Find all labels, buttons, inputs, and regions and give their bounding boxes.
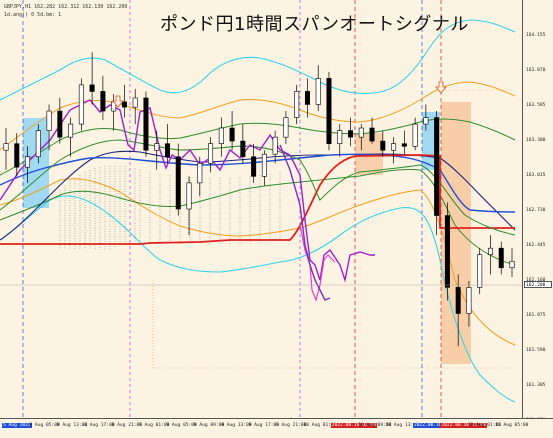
- candle-body[interactable]: [197, 162, 203, 184]
- candle-body[interactable]: [164, 143, 170, 158]
- candle-body[interactable]: [391, 143, 397, 151]
- candle-body[interactable]: [100, 91, 106, 112]
- candle-body[interactable]: [272, 136, 278, 155]
- down-arrow-icon: [112, 95, 124, 108]
- time-marker-label: 2022.08.10 15:00: [413, 423, 460, 428]
- candle-body[interactable]: [466, 287, 472, 314]
- time-tick-label: 9 Aug 21:00: [276, 423, 307, 428]
- price-tick-label: 161.305: [526, 383, 546, 388]
- candle-body[interactable]: [412, 123, 418, 147]
- symbol-info: GBPJPY,H1 162.282 162.312 162.130 162.20…: [4, 4, 128, 10]
- time-tick-label: 8 Aug 17:00: [84, 423, 115, 428]
- price-axis[interactable]: 164.155 163.870 163.585 163.300 163.015 162.7…: [522, 0, 553, 423]
- time-tick-label: 9 Aug 13:00: [221, 423, 252, 428]
- candle-body[interactable]: [509, 260, 515, 269]
- time-tick-label: 9 Aug 05:00: [166, 423, 197, 428]
- price-tick-label: 163.300: [526, 138, 546, 143]
- time-tick-label: 9 Aug 01:00: [139, 423, 170, 428]
- time-tick-label: 8 Aug 13:00: [56, 423, 88, 428]
- candle-body[interactable]: [68, 123, 74, 138]
- candle-body[interactable]: [251, 156, 257, 177]
- candle-body[interactable]: [46, 110, 52, 131]
- candle-body[interactable]: [304, 91, 310, 105]
- chart-title: ポンド円1時間スパンオートシグナル: [160, 14, 469, 35]
- candle-body[interactable]: [121, 101, 127, 108]
- candle-body[interactable]: [294, 91, 300, 118]
- time-axis[interactable]: 5 Aug 2022 8 Aug 05:00 8 Aug 13:00 8 Aug 17…: [0, 418, 553, 438]
- outer-band-upper: [0, 19, 516, 101]
- candle-body[interactable]: [218, 127, 224, 144]
- time-marker-label: 5 Aug 2022: [2, 423, 32, 428]
- price-tick-label: 161.590: [526, 348, 546, 353]
- candle-body[interactable]: [154, 143, 160, 151]
- candle-body[interactable]: [57, 110, 63, 138]
- candle-body[interactable]: [132, 97, 138, 108]
- time-tick-label: 8 Aug 05:00: [29, 423, 60, 428]
- candle-body[interactable]: [3, 143, 9, 151]
- candle-body[interactable]: [89, 84, 95, 92]
- price-tick-label: 162.160: [526, 278, 545, 283]
- ma-blue-line: [0, 153, 516, 213]
- time-tick-label: 9 Aug 09:00: [193, 423, 225, 428]
- candle-body[interactable]: [477, 254, 483, 288]
- oscillator-line-2: [299, 224, 336, 302]
- candle-body[interactable]: [455, 287, 461, 314]
- price-tick-label: 162.445: [526, 243, 546, 248]
- time-tick-label: 11 Aug 01:00: [467, 423, 501, 428]
- down-arrow-icon: [435, 81, 447, 94]
- candles[interactable]: [3, 52, 515, 347]
- candle-body[interactable]: [186, 182, 192, 210]
- candle-body[interactable]: [208, 143, 214, 164]
- price-tick-label: 161.875: [526, 313, 546, 318]
- price-tick-label: 163.015: [526, 173, 546, 178]
- price-tick-label: 163.870: [526, 68, 546, 73]
- candle-body[interactable]: [315, 78, 321, 105]
- candle-body[interactable]: [283, 117, 289, 138]
- indicator-info: 1d.ang() 0 5d.bm: 1: [4, 12, 62, 18]
- price-tick-label: 163.585: [526, 103, 546, 108]
- hatch-region: [59, 166, 281, 250]
- time-tick-label: 10 Aug 13:00: [385, 423, 419, 428]
- candle-body[interactable]: [175, 156, 181, 210]
- candle-body[interactable]: [143, 97, 149, 151]
- candle-body[interactable]: [78, 84, 84, 125]
- candle-body[interactable]: [326, 78, 332, 144]
- candle-body[interactable]: [35, 130, 41, 158]
- candle-body[interactable]: [25, 156, 31, 168]
- candle-body[interactable]: [261, 153, 267, 177]
- time-marker-label: 2022.08.10 02:00: [330, 423, 378, 428]
- candle-body[interactable]: [444, 215, 450, 288]
- candle-body[interactable]: [229, 127, 235, 142]
- time-tick-label: 9 Aug 17:00: [248, 423, 280, 428]
- time-marker-label: 2022.08.10 21:00: [440, 423, 487, 428]
- ma-navy-line: [0, 150, 516, 241]
- candle-body[interactable]: [358, 127, 364, 138]
- inner-band-lower: [0, 169, 516, 266]
- price-tick-label: 162.730: [526, 208, 546, 213]
- current-price-label: 162.200: [524, 281, 552, 288]
- candle-body[interactable]: [348, 130, 354, 138]
- ma-red-line: [0, 154, 515, 245]
- time-tick-label: 10 Aug 09:00: [358, 423, 392, 428]
- candle-body[interactable]: [337, 130, 343, 144]
- inner-band-upper: [0, 118, 516, 176]
- time-tick-label: 11 Aug 05:00: [495, 423, 529, 428]
- candle-body[interactable]: [423, 117, 429, 125]
- candle-body[interactable]: [380, 140, 386, 151]
- candle-body[interactable]: [240, 140, 246, 158]
- oscillator-line-3: [279, 144, 331, 301]
- candle-body[interactable]: [401, 143, 407, 147]
- candle-body[interactable]: [14, 143, 20, 168]
- candle-body[interactable]: [498, 247, 504, 269]
- time-tick-label: 10 Aug 01:00: [303, 423, 337, 428]
- time-tick-label: 8 Aug 21:00: [111, 423, 143, 428]
- candle-body[interactable]: [369, 127, 375, 142]
- candle-body[interactable]: [487, 247, 493, 256]
- candle-body[interactable]: [434, 117, 440, 216]
- price-tick-label: 164.155: [526, 33, 546, 38]
- outer-band-lower: [0, 195, 516, 403]
